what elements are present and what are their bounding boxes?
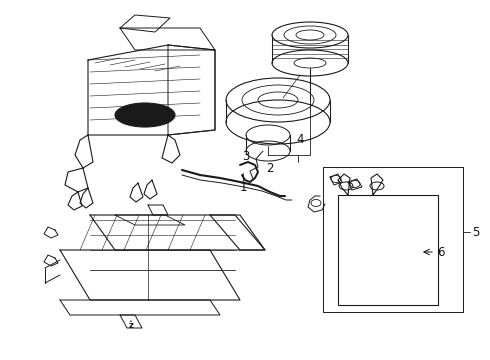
Text: $\mathbf{\hat{z}}$: $\mathbf{\hat{z}}$ [128, 319, 134, 331]
Text: 2: 2 [266, 162, 274, 175]
Text: 3: 3 [243, 150, 250, 163]
Text: 1: 1 [239, 181, 247, 194]
Ellipse shape [115, 103, 175, 127]
Bar [338, 195, 438, 305]
Text: 5: 5 [472, 225, 479, 238]
Text: 4: 4 [296, 133, 304, 146]
Text: 6: 6 [437, 246, 444, 258]
Bar [323, 167, 463, 312]
